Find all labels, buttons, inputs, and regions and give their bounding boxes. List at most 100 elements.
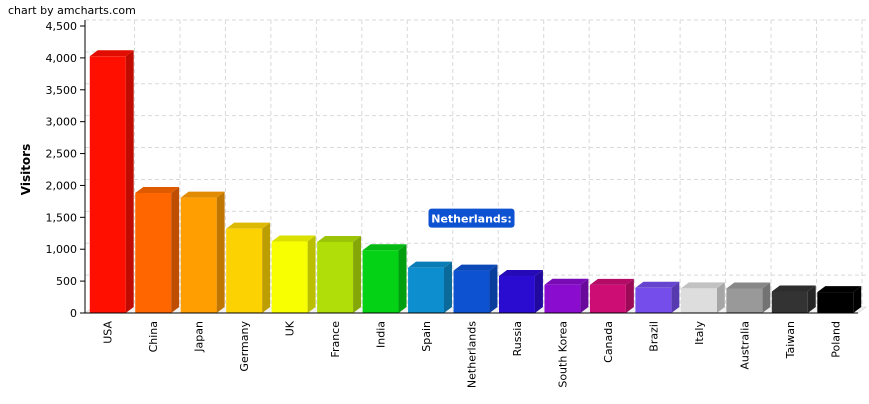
bar-side (262, 222, 271, 313)
y-axis-title: Visitors (19, 144, 33, 196)
bar-front (544, 284, 581, 313)
bar-side (853, 286, 862, 313)
bar-top (635, 281, 680, 288)
bar-side (353, 235, 362, 313)
bar-uk[interactable] (271, 235, 316, 313)
bar-front (635, 287, 672, 313)
bar-side (443, 261, 452, 313)
y-tick-label: 3,000 (46, 116, 78, 129)
bar-front (589, 284, 626, 313)
bar-front (453, 270, 490, 313)
bar-front (317, 241, 354, 313)
bar-side (625, 278, 634, 313)
x-tick-label: China (147, 321, 160, 352)
x-tick-label: Russia (511, 321, 524, 356)
bar-russia[interactable] (499, 270, 543, 313)
bar-front (680, 288, 717, 313)
bar-side (171, 186, 180, 313)
bar-top (180, 191, 225, 198)
bar-top (771, 285, 816, 292)
x-tick-label: USA (102, 321, 115, 344)
bar-top (726, 282, 771, 289)
bar-side (716, 282, 725, 313)
y-tick-label: 0 (70, 307, 77, 320)
bar-side (307, 235, 316, 313)
x-tick-label: Germany (238, 321, 251, 372)
y-tick-label: 3,500 (46, 84, 78, 97)
bar-front (771, 291, 808, 313)
bar-top (362, 244, 407, 251)
bar-brazil[interactable] (635, 281, 680, 313)
bar-front (408, 267, 444, 313)
bar-front (499, 276, 535, 313)
bar-front (726, 288, 763, 313)
x-tick-label: Italy (693, 321, 706, 345)
x-tick-label: UK (284, 320, 297, 336)
y-tick-label: 500 (56, 275, 77, 288)
bar-india[interactable] (362, 244, 407, 313)
bar-front (362, 250, 399, 313)
x-tick-label: Canada (602, 321, 615, 363)
bar-france[interactable] (317, 235, 362, 313)
bar-germany[interactable] (226, 222, 271, 313)
x-tick-label: Poland (829, 321, 842, 358)
bar-side (489, 264, 498, 313)
bar-top (226, 222, 271, 229)
bar-side (580, 278, 589, 313)
bar-spain[interactable] (408, 261, 452, 313)
bar-front (135, 192, 172, 313)
bar-usa[interactable] (89, 50, 134, 314)
bar-italy[interactable] (680, 282, 725, 313)
y-tick-label: 2,000 (46, 179, 78, 192)
y-tick-label: 4,000 (46, 52, 78, 65)
bar-japan[interactable] (180, 191, 225, 313)
x-tick-label: Australia (738, 321, 751, 370)
bar-side (671, 281, 680, 313)
bar-front (89, 56, 126, 314)
bar-top (271, 235, 316, 242)
tooltip: Netherlands: (426, 206, 517, 230)
bar-front (271, 241, 308, 313)
tooltip-label: Netherlands: (431, 213, 512, 226)
y-tick-label: 4,500 (46, 20, 78, 33)
bar-top (89, 50, 134, 57)
bar-side (762, 282, 771, 313)
tooltip-box (426, 206, 517, 230)
bar-south-korea[interactable] (544, 278, 589, 313)
bar-side (807, 285, 816, 313)
bar-front (180, 197, 217, 313)
bar-side (125, 50, 134, 314)
bar-top (499, 270, 543, 277)
x-tick-label: South Korea (556, 321, 569, 388)
bar-top (680, 282, 725, 289)
chart-credit[interactable]: chart by amcharts.com (8, 4, 136, 17)
x-tick-label: Brazil (647, 321, 660, 352)
axes: 0 500 1,000 1,500 2,000 2,500 3,000 3,500 4,000 4… (19, 20, 858, 388)
bar-poland[interactable] (817, 286, 862, 313)
bar-side (216, 191, 225, 313)
bar-front (817, 292, 854, 313)
x-tick-label: France (329, 321, 342, 358)
bar-top (589, 278, 634, 285)
bar-china[interactable] (135, 186, 180, 313)
bar-top (135, 186, 180, 193)
bar-canada[interactable] (589, 278, 634, 313)
x-tick-label: India (375, 321, 388, 348)
x-tick-label: Spain (420, 321, 433, 352)
bar-top (317, 235, 362, 242)
bar-top (817, 286, 862, 293)
y-tick-label: 2,500 (46, 148, 78, 161)
bar-top (453, 264, 498, 271)
x-tick-label: Taiwan (784, 321, 797, 359)
bar-netherlands[interactable] (453, 264, 498, 313)
bar-top (408, 261, 452, 268)
x-tick-label: Netherlands (466, 321, 479, 388)
y-tick-label: 1,500 (46, 211, 78, 224)
bar-australia[interactable] (726, 282, 771, 313)
bars (89, 50, 862, 314)
y-tick-label: 1,000 (46, 243, 78, 256)
bar-front (226, 228, 263, 313)
bar-side (398, 244, 407, 313)
bar-taiwan[interactable] (771, 285, 816, 313)
